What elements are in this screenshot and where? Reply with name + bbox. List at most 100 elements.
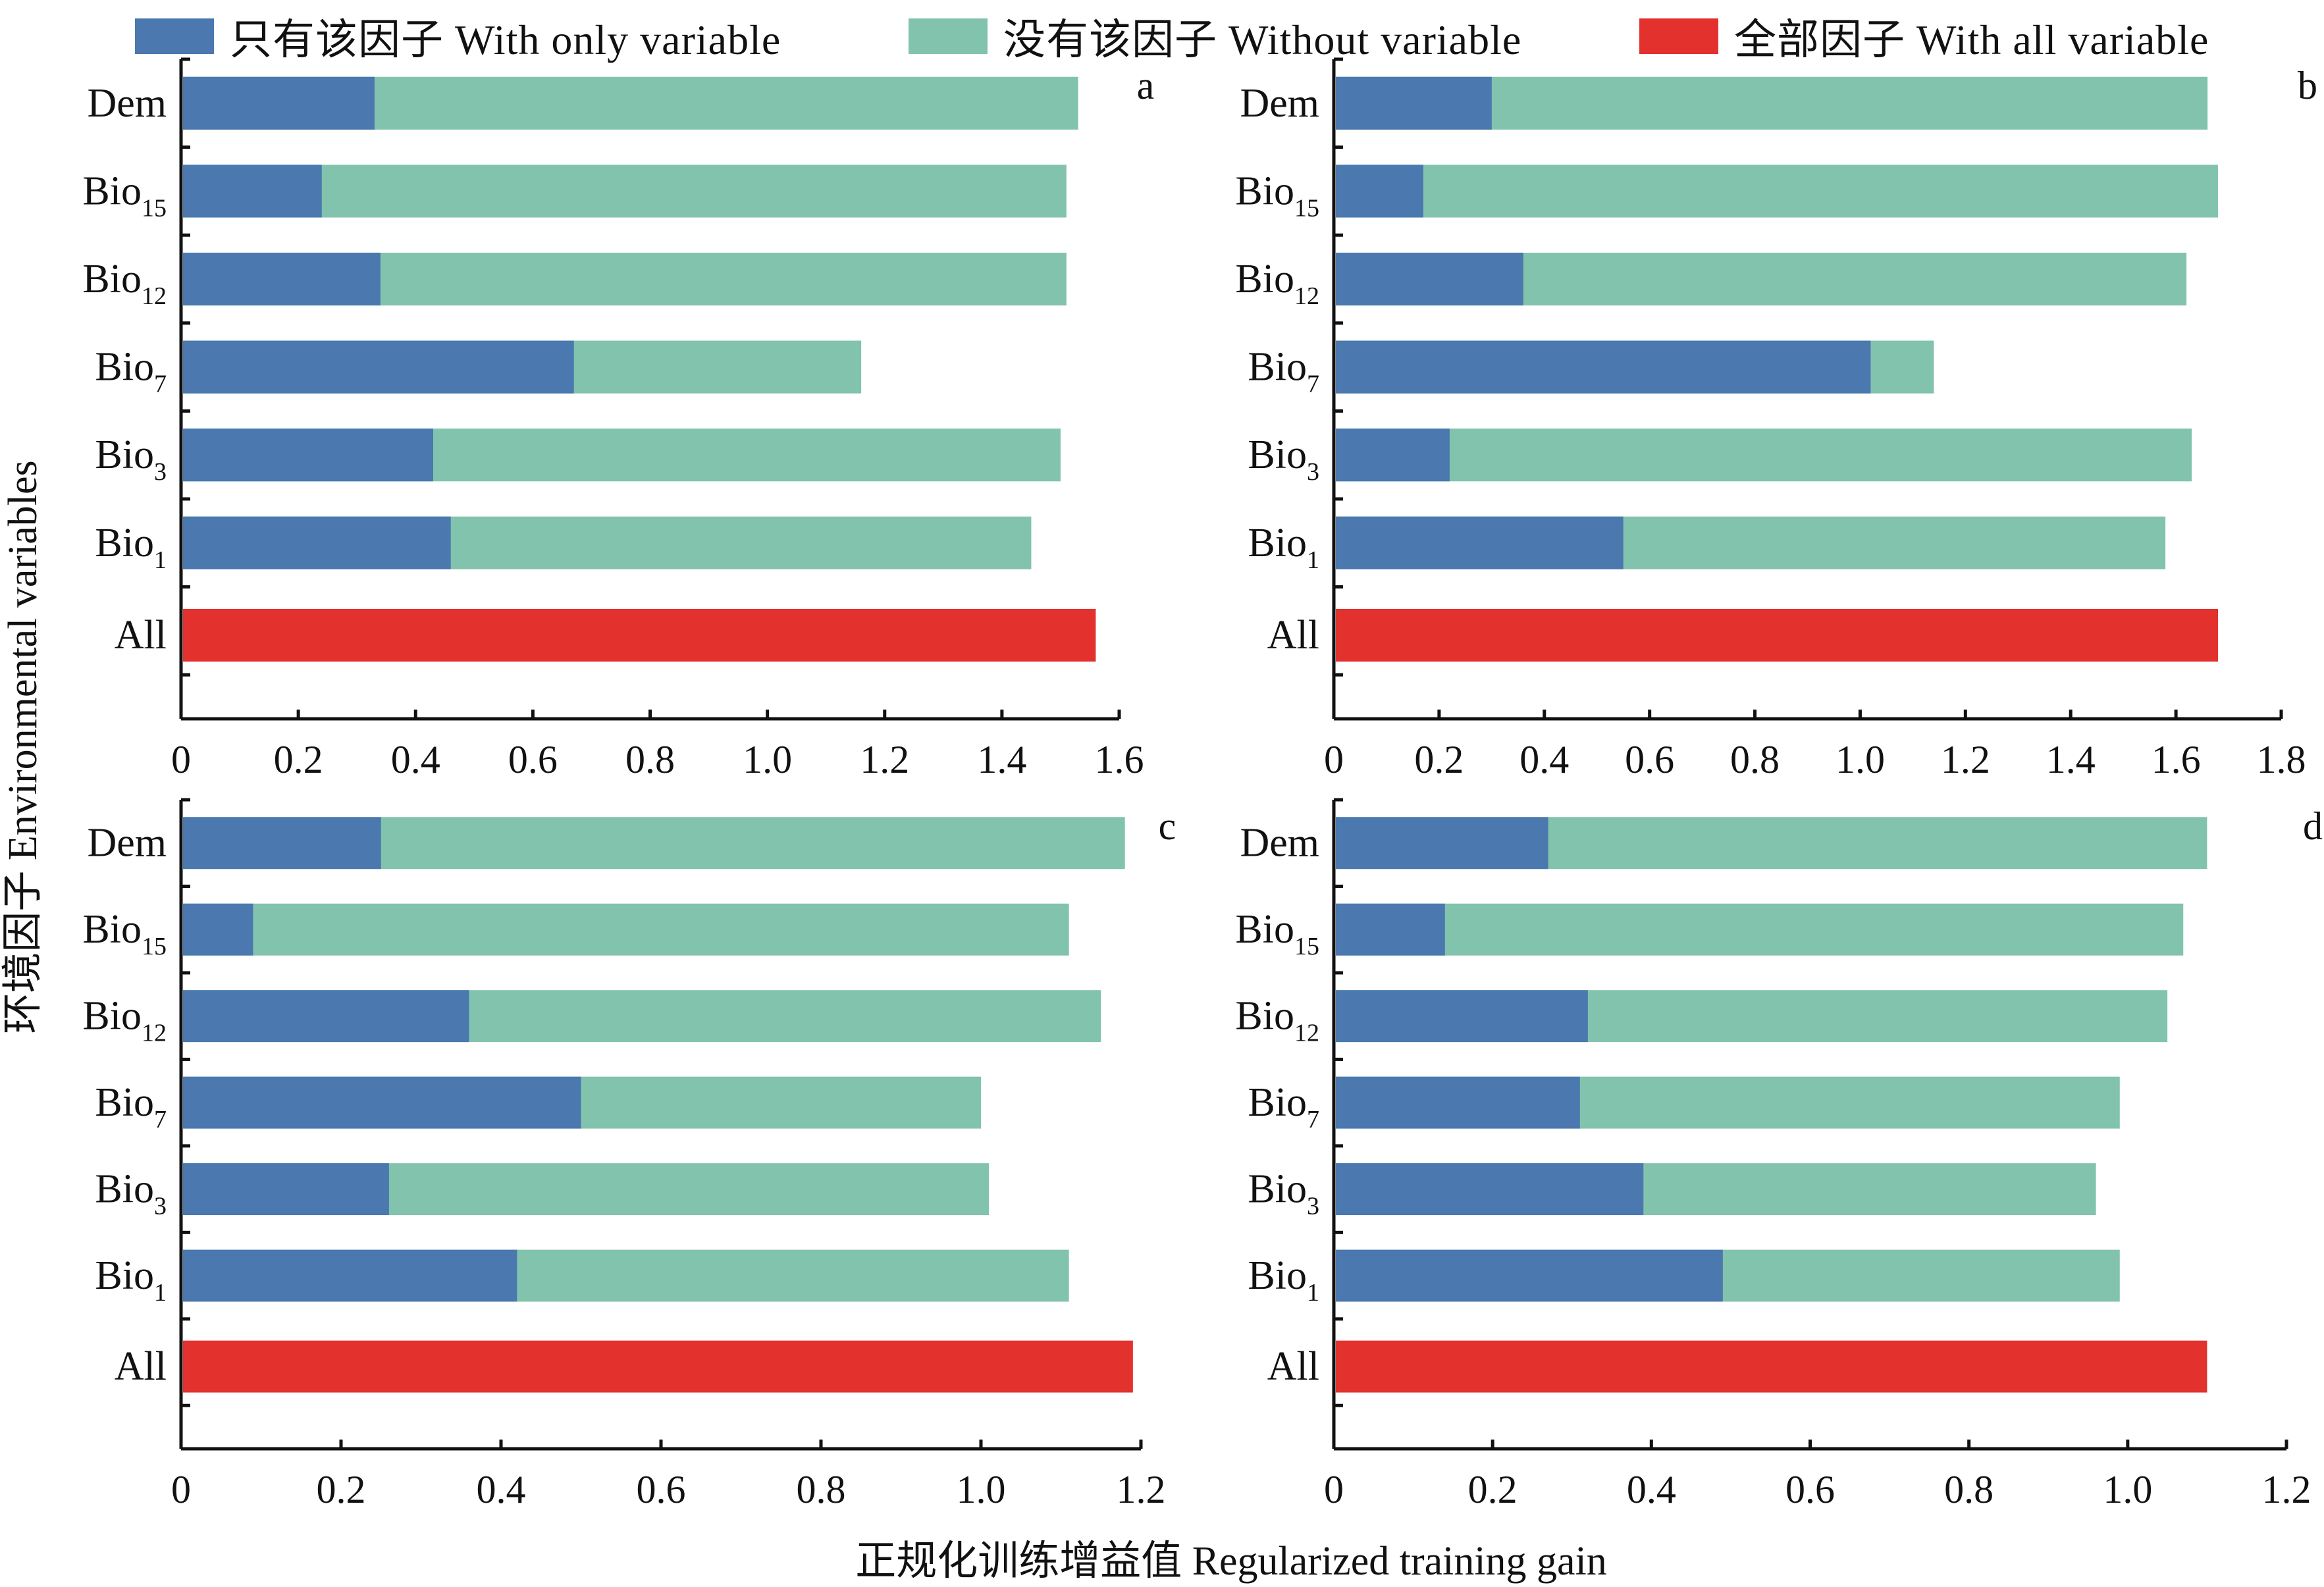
legend: 只有该因子 With only variable 没有该因子 Without v… (0, 7, 2324, 66)
category-label: Bio1 (95, 521, 167, 574)
x-tick-label: 0.4 (391, 738, 440, 781)
x-tick-label: 0.6 (1625, 738, 1674, 781)
category-label: Dem (87, 821, 167, 866)
x-axis-title: 正规化训练增益值 Regularized training gain (855, 1539, 1607, 1584)
bar-with-only-dem (1336, 76, 1492, 130)
panel-label: d (2303, 804, 2323, 848)
category-label: Bio7 (95, 1080, 167, 1133)
x-tick-label: 1.2 (860, 738, 909, 781)
x-tick-label: 1.0 (743, 738, 792, 781)
legend-item-with-all: 全部因子 With all variable (1639, 7, 2209, 66)
bar-with-only-bio12 (183, 990, 469, 1043)
bar-without-bio15 (1336, 165, 2219, 218)
x-tick-label: 0 (171, 738, 191, 781)
bar-with-only-bio7 (1336, 340, 1871, 394)
x-tick-label: 0 (171, 1468, 191, 1511)
panel-a: 0 0.2 0.4 0.6 0.8 1.0 1.2 1.4 1.6 a Dem Bio15 Bio12 B… (82, 57, 1155, 781)
legend-swatch-with-all (1639, 18, 1718, 54)
bar-with-only-bio7 (183, 1076, 581, 1129)
x-tick-label: 0.4 (1627, 1468, 1676, 1511)
legend-label-without: 没有该因子 Without variable (1003, 16, 1522, 63)
x-tick-label: 0.4 (477, 1468, 526, 1511)
bar-with-only-bio7 (1336, 1076, 1580, 1129)
category-label: Bio7 (95, 345, 167, 398)
x-tick-label: 1.4 (977, 738, 1026, 781)
bar-all (1336, 1340, 2207, 1393)
bar-all (183, 609, 1096, 662)
bar-with-only-bio1 (183, 516, 451, 569)
category-label: Bio12 (82, 257, 167, 310)
x-tick-label: 0.8 (625, 738, 675, 781)
x-tick-label: 0.2 (317, 1468, 366, 1511)
legend-swatch-without (909, 18, 988, 54)
x-tick-label: 1.4 (2046, 738, 2096, 781)
x-tick-label: 1.0 (2103, 1468, 2152, 1511)
category-label: Bio1 (1248, 521, 1319, 574)
x-tick-label: 0.6 (1785, 1468, 1835, 1511)
x-tick-label: 1.6 (1095, 738, 1144, 781)
bar-with-only-dem (183, 817, 381, 870)
category-label: All (115, 613, 167, 658)
x-tick-label: 0.6 (508, 738, 558, 781)
x-tick-label: 0.4 (1519, 738, 1569, 781)
panel-label: b (2298, 64, 2317, 107)
legend-label-with-all: 全部因子 With all variable (1734, 16, 2209, 63)
x-tick-label: 1.8 (2257, 738, 2306, 781)
x-tick-label: 0.8 (1944, 1468, 1994, 1511)
bar-with-only-bio15 (183, 165, 322, 218)
legend-swatch-with-only (135, 18, 214, 54)
category-label: Bio1 (95, 1253, 167, 1307)
x-tick-label: 1.6 (2152, 738, 2201, 781)
panel-c: 0 0.2 0.4 0.6 0.8 1.0 1.2 c Dem Bio15 Bio12 Bio7 Bio… (82, 798, 1176, 1511)
bar-with-only-bio12 (183, 252, 381, 306)
bar-with-only-bio3 (1336, 429, 1450, 482)
bar-all (1336, 609, 2219, 662)
bar-with-only-dem (1336, 817, 1548, 870)
legend-label-with-only: 只有该因子 With only variable (230, 16, 781, 63)
x-tick-label: 0.6 (637, 1468, 686, 1511)
bar-with-only-bio15 (183, 903, 253, 956)
panel-label: a (1137, 64, 1155, 107)
category-label: Bio3 (1248, 1167, 1319, 1220)
bar-with-only-bio15 (1336, 165, 1423, 218)
legend-item-with-only: 只有该因子 With only variable (135, 7, 781, 66)
bar-all (183, 1340, 1133, 1393)
x-tick-label: 0.2 (274, 738, 323, 781)
category-label: Bio7 (1248, 1080, 1319, 1133)
bar-without-bio15 (1336, 903, 2184, 956)
category-label: Bio15 (82, 169, 167, 222)
category-label: All (1267, 1344, 1319, 1389)
bar-with-only-bio12 (1336, 990, 1588, 1043)
bar-with-only-dem (183, 76, 375, 130)
bar-without-bio15 (183, 903, 1069, 956)
category-label: Bio1 (1248, 1253, 1319, 1307)
x-tick-label: 0.2 (1414, 738, 1464, 781)
x-tick-label: 1.2 (1941, 738, 1990, 781)
x-tick-label: 0.8 (1730, 738, 1780, 781)
bar-with-only-bio15 (1336, 903, 1445, 956)
category-label: Bio12 (1235, 257, 1319, 310)
category-label: Bio15 (82, 907, 167, 960)
x-tick-label: 0.8 (797, 1468, 846, 1511)
bar-with-only-bio3 (1336, 1163, 1644, 1216)
bar-with-only-bio3 (183, 429, 433, 482)
category-label: Bio12 (82, 994, 167, 1047)
y-axis-title: 环境因子 Environmental variables (1, 460, 45, 1033)
bar-with-only-bio1 (1336, 1249, 1723, 1302)
category-label: Bio3 (1248, 432, 1319, 486)
category-label: Bio15 (1235, 907, 1319, 960)
category-label: Dem (87, 81, 167, 126)
category-label: All (1267, 613, 1319, 658)
category-label: All (115, 1344, 167, 1389)
bar-with-only-bio3 (183, 1163, 389, 1216)
x-tick-label: 1.0 (957, 1468, 1006, 1511)
panel-d: 0 0.2 0.4 0.6 0.8 1.0 1.2 d Dem Bio15 Bio12 Bio7 Bio… (1235, 798, 2323, 1511)
panel-label: c (1159, 804, 1176, 848)
category-label: Dem (1240, 821, 1319, 866)
x-tick-label: 1.0 (1835, 738, 1885, 781)
category-label: Dem (1240, 81, 1319, 126)
category-label: Bio3 (95, 432, 167, 486)
bar-with-only-bio1 (183, 1249, 517, 1302)
legend-item-without: 没有该因子 Without variable (909, 7, 1521, 66)
